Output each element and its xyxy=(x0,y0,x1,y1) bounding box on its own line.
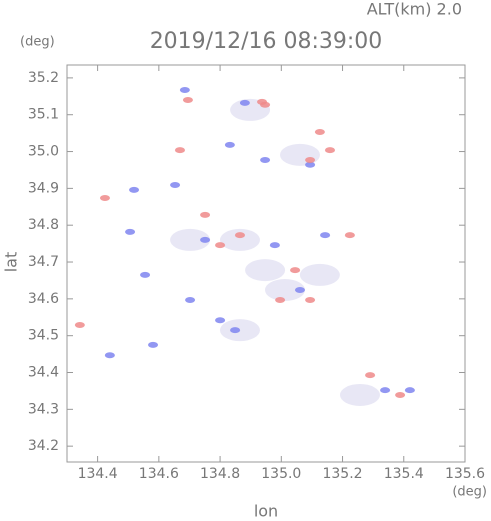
echo-cell xyxy=(290,267,301,274)
altitude: ALT(km) 2.0 xyxy=(367,0,462,19)
x-tick-label: 135.0 xyxy=(261,466,301,482)
echo-cell xyxy=(305,161,316,168)
echo-cell xyxy=(380,387,391,394)
echo-cell xyxy=(294,287,305,294)
echo-cell xyxy=(140,271,151,278)
echo-cell xyxy=(234,232,245,239)
echo-cell xyxy=(215,242,226,249)
x-tick-label: 134.6 xyxy=(139,466,179,482)
y-tick-label: 34.6 xyxy=(28,291,59,307)
echo-cell xyxy=(339,383,380,406)
y-tick-label: 34.9 xyxy=(28,180,59,196)
echo-cell xyxy=(200,211,211,218)
echo-cell xyxy=(269,242,280,249)
echo-cell xyxy=(365,372,376,379)
echo-cell xyxy=(279,143,320,166)
echo-cell xyxy=(404,387,415,394)
y-tick-label: 35.0 xyxy=(28,144,59,160)
x-tick-label: 135.4 xyxy=(384,466,424,482)
echo-cell xyxy=(314,129,325,136)
echo-cell xyxy=(305,296,316,303)
echo-cell xyxy=(245,259,286,282)
y-tick-label: 34.2 xyxy=(28,438,59,454)
echo-cell xyxy=(239,99,250,106)
x-tick-label: 134.4 xyxy=(78,466,118,482)
echo-cell xyxy=(395,391,406,398)
echo-cell xyxy=(129,186,140,193)
x-axis-label: lon xyxy=(254,502,278,521)
x-tick-label: 134.8 xyxy=(200,466,240,482)
y-tick-label: 34.4 xyxy=(28,365,59,381)
x-tick-label: 135.2 xyxy=(322,466,362,482)
echo-cell xyxy=(125,228,136,235)
y-unit: (deg) xyxy=(20,35,55,50)
echo-cell xyxy=(215,317,226,324)
echo-cell xyxy=(182,96,193,103)
echo-cell xyxy=(260,157,271,164)
chart-title: 2019/12/16 08:39:00 xyxy=(150,29,383,54)
echo-cell xyxy=(324,147,335,154)
echo-cell xyxy=(170,228,211,251)
y-tick-label: 34.7 xyxy=(28,254,59,270)
echo-cell xyxy=(224,141,235,148)
y-axis-label: lat xyxy=(2,252,21,273)
x-tick-label: 135.6 xyxy=(445,466,485,482)
echo-cell xyxy=(264,279,305,302)
y-tick-label: 35.1 xyxy=(28,107,59,123)
echo-cell xyxy=(275,296,286,303)
echo-cell xyxy=(320,232,331,239)
echo-cell xyxy=(179,87,190,94)
echo-cell xyxy=(148,341,159,348)
echo-cell xyxy=(104,352,115,359)
echo-cell xyxy=(99,194,110,201)
echo-cell xyxy=(230,327,241,334)
echo-cell xyxy=(174,147,185,154)
echo-cell xyxy=(305,157,316,164)
x-unit: (deg) xyxy=(452,485,487,500)
echo-cell xyxy=(299,263,340,286)
y-tick-label: 35.2 xyxy=(28,70,59,86)
echo-cell xyxy=(74,322,85,329)
echo-cell xyxy=(344,232,355,239)
echo-cell xyxy=(185,296,196,303)
echo-cell xyxy=(200,236,211,243)
echo-cell xyxy=(170,182,181,189)
echo-cell xyxy=(219,228,260,251)
y-tick-label: 34.5 xyxy=(28,328,59,344)
echo-cell xyxy=(260,101,271,108)
plot-frame xyxy=(66,64,466,463)
y-tick-label: 34.3 xyxy=(28,401,59,417)
y-tick-label: 34.8 xyxy=(28,217,59,233)
